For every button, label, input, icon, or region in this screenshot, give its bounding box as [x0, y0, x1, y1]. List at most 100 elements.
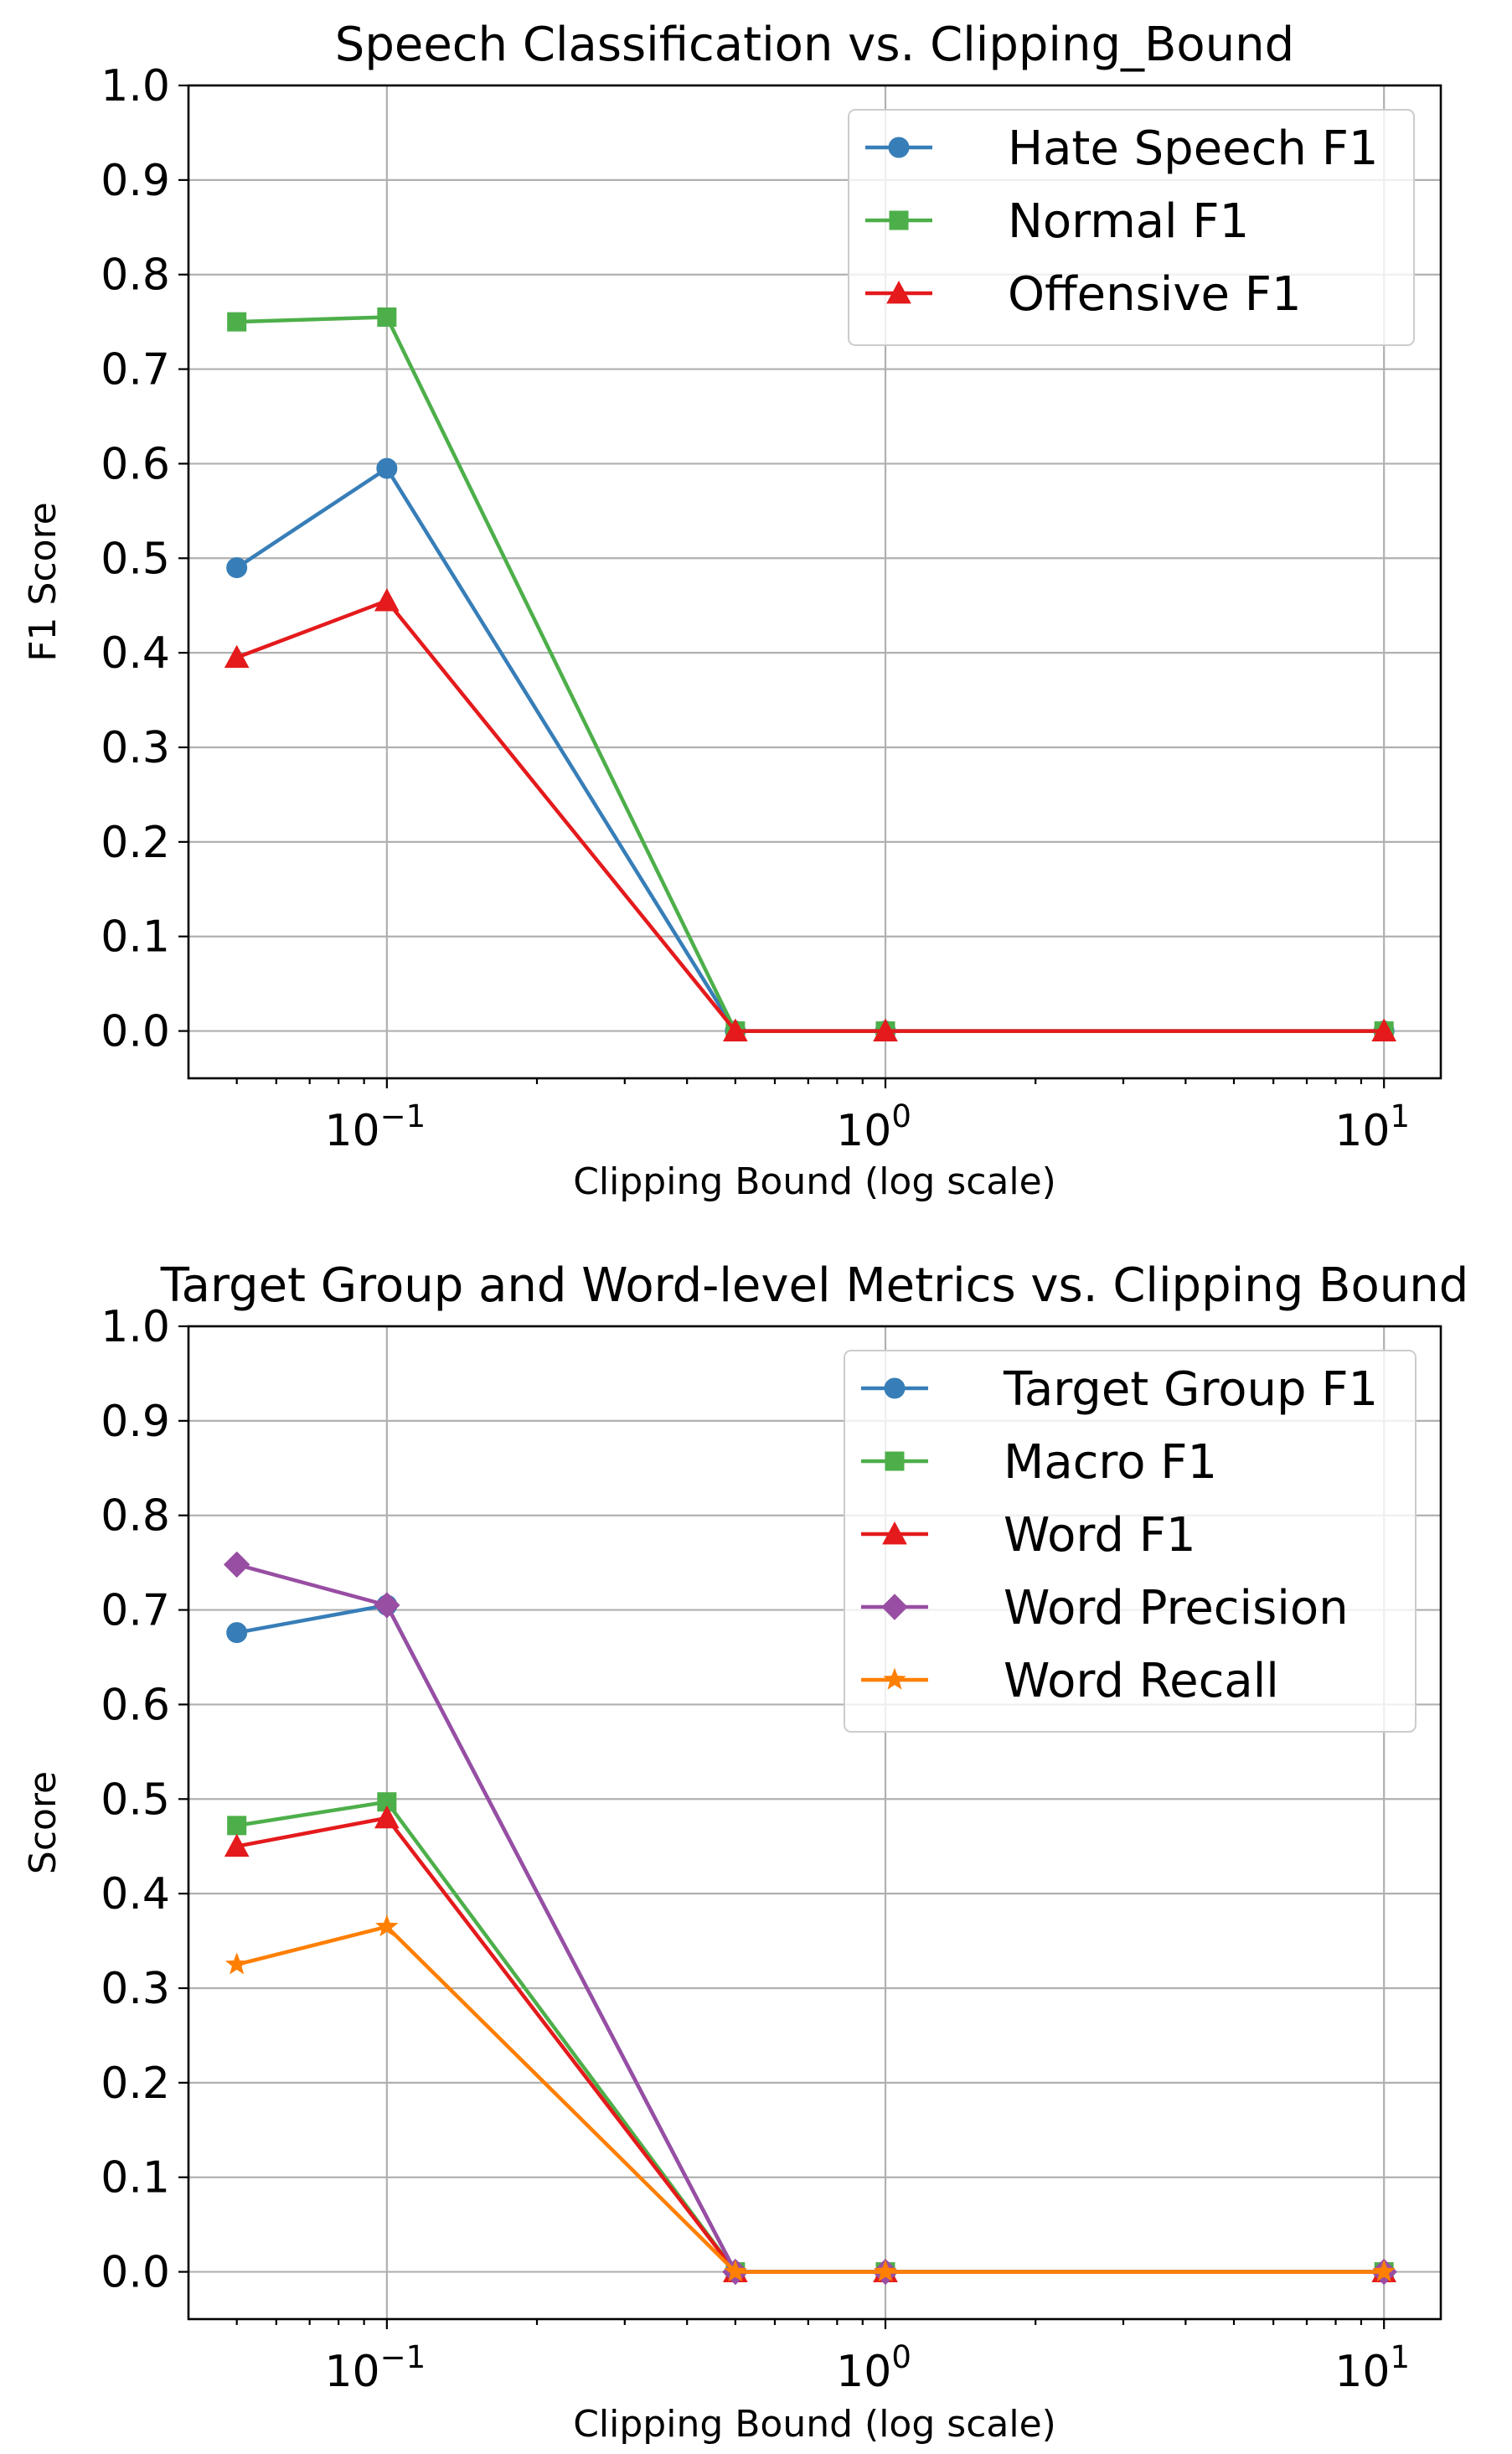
- legend-marker: [886, 280, 911, 304]
- y-tick-label: 0.8: [101, 251, 170, 301]
- y-tick-label: 0.6: [101, 439, 170, 489]
- x-tick-label-base: 10: [836, 2347, 891, 2397]
- y-tick-label: 0.4: [101, 1869, 170, 1919]
- series-hate-speech-f1: [226, 457, 1395, 1042]
- series-line: [235, 598, 1385, 1033]
- series-line: [236, 315, 1385, 1033]
- legend-item: Target Group F1: [861, 1362, 1378, 1417]
- data-point: [1371, 1018, 1397, 1041]
- legend-marker: [882, 1521, 907, 1545]
- data-point: [874, 2260, 897, 2282]
- legend-item: Normal F1: [865, 194, 1249, 249]
- x-tick-label-base: 10: [324, 1106, 379, 1156]
- legend-label: Word F1: [1004, 1508, 1196, 1563]
- legend-box: [844, 1350, 1417, 1733]
- legend-label: Word Recall: [1004, 1654, 1279, 1708]
- legend-label: Normal F1: [1008, 194, 1249, 249]
- y-tick-label: 0.9: [101, 1397, 170, 1447]
- y-tick-label: 0.5: [101, 1775, 170, 1825]
- x-tick-label: 100: [836, 1098, 911, 1156]
- legend-item: Offensive F1: [865, 267, 1302, 322]
- legend-marker: [885, 1451, 905, 1471]
- chart-2: 0.00.10.20.30.40.50.60.70.80.91.010−1 100…: [22, 1258, 1468, 2446]
- y-tick-label: 1.0: [101, 61, 170, 111]
- y-tick-label: 1.0: [101, 1302, 170, 1352]
- x-tick-label-exponent: 1: [1390, 1098, 1410, 1134]
- x-tick-label-exponent: −1: [380, 2339, 426, 2375]
- data-point: [873, 1018, 898, 1041]
- x-tick-label-base: 10: [836, 1106, 891, 1156]
- series-line: [236, 1800, 1385, 2274]
- legend-label: Hate Speech F1: [1008, 121, 1379, 176]
- x-tick-label-exponent: −1: [380, 1098, 426, 1134]
- data-point: [374, 588, 400, 612]
- y-tick-label: 0.0: [101, 2248, 170, 2298]
- legend-label: Macro F1: [1004, 1435, 1217, 1490]
- series-line: [236, 1924, 1385, 2274]
- y-axis-label: F1 Score: [22, 502, 65, 662]
- x-tick-label-base: 10: [1334, 2347, 1390, 2397]
- x-tick-label-exponent: 1: [1390, 2339, 1410, 2375]
- legend-item: Word F1: [861, 1508, 1196, 1563]
- data-point: [377, 307, 397, 327]
- series-normal-f1: [227, 307, 1394, 1041]
- series-word-f1: [224, 1805, 1397, 2282]
- chart-1: 0.00.10.20.30.40.50.60.70.80.91.010−1 100…: [22, 18, 1442, 1203]
- legend-item: Macro F1: [861, 1435, 1217, 1490]
- legend-item: Word Recall: [861, 1654, 1279, 1708]
- y-tick-label: 0.5: [101, 534, 170, 584]
- x-axis-label: Clipping Bound (log scale): [573, 2403, 1056, 2446]
- plot-frame: [187, 84, 1442, 1080]
- data-point: [224, 1833, 250, 1857]
- legend-marker: [884, 1377, 906, 1399]
- data-point: [376, 457, 398, 479]
- x-tick-label: 101: [1334, 1098, 1410, 1156]
- data-point: [227, 1816, 247, 1836]
- series-macro-f1: [227, 1792, 1394, 2282]
- data-point: [723, 1018, 748, 1041]
- y-tick-label: 0.7: [101, 345, 170, 395]
- x-axis-label: Clipping Bound (log scale): [573, 1160, 1056, 1203]
- y-tick-label: 0.7: [101, 1586, 170, 1636]
- x-tick-label-exponent: 0: [891, 1098, 911, 1134]
- x-tick-label-exponent: 0: [891, 2339, 911, 2375]
- data-point: [223, 1551, 250, 1578]
- data-point: [226, 1622, 248, 1644]
- y-tick-label: 0.4: [101, 628, 170, 679]
- data-point: [224, 644, 250, 669]
- x-tick-label: 101: [1334, 2339, 1410, 2397]
- series-line: [236, 1816, 1385, 2274]
- x-tick-label: 100: [836, 2339, 911, 2397]
- y-tick-label: 0.3: [101, 1964, 170, 2014]
- data-point: [374, 1592, 400, 1619]
- legend-marker: [888, 137, 910, 158]
- y-tick-label: 0.1: [101, 912, 170, 963]
- data-point: [224, 1952, 249, 1975]
- series-word-recall: [224, 1914, 1396, 2282]
- y-tick-label: 0.3: [101, 723, 170, 773]
- legend-label: Target Group F1: [1003, 1362, 1378, 1417]
- series-offensive-f1: [224, 588, 1397, 1041]
- chart-title: Target Group and Word-level Metrics vs. …: [160, 1258, 1469, 1313]
- y-tick-label: 0.8: [101, 1491, 170, 1542]
- data-point: [226, 557, 248, 579]
- data-point: [1372, 2260, 1396, 2282]
- legend-marker: [889, 210, 909, 230]
- legend-item: Word Precision: [861, 1581, 1349, 1635]
- y-tick-label: 0.2: [101, 2059, 170, 2109]
- x-tick-label-base: 10: [324, 2347, 379, 2397]
- y-tick-label: 0.6: [101, 1680, 170, 1730]
- legend: Target Group F1 Macro F1 Word F1 Word Preci…: [844, 1350, 1417, 1733]
- legend: Hate Speech F1 Normal F1 Offensive F1: [848, 109, 1415, 346]
- x-tick-label: 10−1: [324, 2339, 426, 2397]
- data-point: [724, 2260, 747, 2282]
- series-line: [235, 466, 1385, 1033]
- x-tick-label: 10−1: [324, 1098, 426, 1156]
- data-point: [374, 1805, 400, 1829]
- y-tick-label: 0.0: [101, 1007, 170, 1057]
- chart-title: Speech Classification vs. Clipping_Bound: [335, 18, 1294, 72]
- legend-marker: [883, 1667, 906, 1690]
- data-point: [375, 1914, 399, 1937]
- x-tick-label-base: 10: [1334, 1106, 1390, 1156]
- legend-item: Hate Speech F1: [865, 121, 1379, 176]
